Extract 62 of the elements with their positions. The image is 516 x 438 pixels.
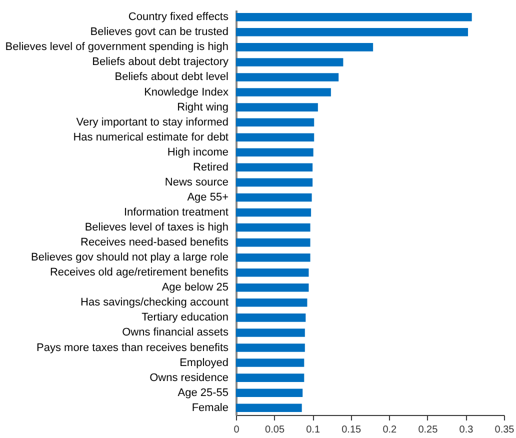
y-tick-label: Country fixed effects — [128, 11, 229, 24]
bar — [236, 208, 312, 217]
y-tick-label: Knowledge Index — [144, 86, 229, 98]
x-tick-label: 0.15 — [342, 424, 362, 436]
y-tick-label: Receives need-based benefits — [80, 236, 229, 249]
x-tick-label: 0.35 — [494, 424, 515, 436]
y-tick-label: Right wing — [177, 101, 228, 114]
bar — [236, 374, 304, 382]
x-tick-label: 0.3 — [459, 424, 474, 436]
bar — [236, 344, 305, 352]
bar — [236, 314, 306, 322]
y-tick-label: Retired — [193, 161, 228, 174]
y-tick-label: High income — [167, 146, 228, 158]
bar — [236, 298, 308, 307]
y-tick-label: Age 55+ — [187, 191, 228, 204]
y-tick-label: Female — [192, 402, 228, 414]
y-tick-label: Beliefs about debt level — [114, 71, 228, 84]
y-tick-label: Has savings/checking account — [80, 296, 228, 309]
bar — [236, 238, 310, 247]
y-tick-label: Information treatment — [124, 206, 228, 218]
bar — [236, 88, 331, 96]
y-tick-label: Believes govt can be trusted — [90, 26, 228, 38]
bar — [236, 284, 309, 292]
bar — [236, 163, 313, 172]
bar — [236, 178, 313, 187]
y-tick-label: Receives old age/retirement benefits — [50, 266, 229, 279]
bar — [236, 13, 472, 22]
y-tick-label: Owns residence — [150, 372, 228, 384]
bar — [236, 388, 303, 397]
x-tick-label: 0.1 — [306, 424, 320, 436]
bar — [236, 223, 310, 232]
y-tick-label: Believes level of taxes is high — [84, 222, 228, 234]
bar — [236, 253, 310, 262]
y-tick-label: Very important to stay informed — [76, 116, 228, 128]
y-tick-label: Owns financial assets — [122, 326, 229, 339]
x-tick-label: 0.05 — [265, 424, 285, 436]
x-tick-label: 0 — [234, 424, 240, 436]
y-tick-label: Beliefs about debt trajectory — [92, 56, 229, 68]
bar — [236, 118, 314, 126]
bar — [236, 358, 304, 367]
y-tick-label: Tertiary education — [142, 312, 228, 324]
bar — [236, 58, 344, 66]
bar — [236, 103, 318, 112]
x-tick-label: 0.2 — [382, 424, 398, 436]
bar — [236, 404, 302, 412]
bar — [236, 193, 312, 202]
y-tick-label: Has numerical estimate for debt — [73, 131, 228, 144]
bar — [236, 133, 314, 142]
bar — [236, 28, 468, 36]
x-tick-label: 0.25 — [418, 424, 438, 436]
y-tick-label: Age below 25 — [162, 282, 228, 294]
bar — [236, 148, 314, 157]
y-tick-label: Age 25-55 — [178, 386, 228, 399]
bar — [236, 328, 305, 337]
bar — [236, 268, 309, 277]
bar — [236, 43, 374, 52]
y-tick-label: News source — [164, 176, 228, 188]
y-tick-label: Believes level of government spending is high — [5, 41, 228, 54]
y-tick-label: Pays more taxes than receives benefits — [36, 342, 229, 354]
y-tick-label: Believes gov should not play a large role — [30, 252, 228, 264]
bar — [236, 73, 339, 82]
y-tick-label: Employed — [180, 356, 228, 369]
